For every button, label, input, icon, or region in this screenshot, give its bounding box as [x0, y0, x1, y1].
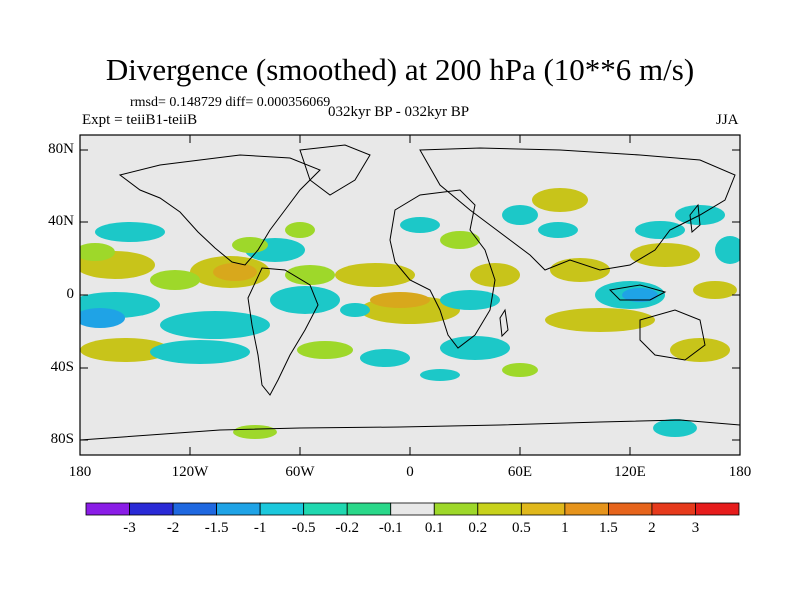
map-title: Divergence (smoothed) at 200 hPa (10**6 …: [105, 52, 695, 87]
lon-tick-label: 180: [728, 464, 752, 480]
south-america-outline: [247, 267, 319, 396]
asia-outline: [419, 147, 736, 271]
colorbar-swatch: [520, 502, 566, 516]
field-patch: [630, 243, 700, 267]
colorbar-label: -3: [123, 520, 136, 536]
field-patch: [80, 308, 125, 328]
colorbar-swatch: [390, 502, 435, 516]
field-patch: [545, 308, 655, 332]
colorbar-swatch: [303, 502, 348, 516]
field-patch: [440, 290, 500, 310]
colorbar-label: 0.1: [424, 520, 444, 536]
indonesia-outline: [608, 284, 667, 301]
lat-tick-label: 40N: [48, 213, 74, 229]
field-patch: [270, 286, 340, 314]
greenland-outline: [299, 144, 371, 196]
colorbar-label: 2: [648, 520, 656, 536]
colorbar-swatch: [346, 502, 392, 516]
field-patch: [502, 363, 538, 377]
colorbar-label: -0.2: [335, 520, 360, 536]
lat-tick-label: 80S: [50, 431, 74, 447]
lat-tick-label: 40S: [50, 359, 74, 375]
field-patch: [232, 237, 268, 253]
colorbar-swatch: [477, 502, 522, 516]
field-patch: [213, 263, 257, 281]
colorbar-label: -1: [253, 520, 267, 536]
field-patch: [150, 270, 200, 290]
field-patch: [653, 419, 697, 437]
period-label: 032kyr BP - 032kyr BP: [328, 104, 470, 120]
axis-ticks: [80, 135, 740, 455]
colorbar-swatch: [608, 502, 653, 516]
lon-tick-label: 0: [406, 464, 414, 480]
field-patch: [80, 338, 170, 362]
field-patch: [532, 188, 588, 212]
colorbar-swatch: [564, 502, 609, 516]
colorbar-label: 1: [561, 520, 569, 536]
colorbar-label: 1.5: [599, 520, 618, 536]
field-patch: [635, 221, 685, 239]
field-patch: [538, 222, 578, 238]
madagascar-outline: [499, 308, 509, 338]
field-patch: [95, 222, 165, 242]
colorbar-label: -1.5: [204, 520, 229, 536]
field-patch: [715, 236, 740, 264]
colorbar-swatch: [259, 502, 305, 516]
antarctica-outline: [80, 419, 740, 441]
colorbar-swatch: [85, 502, 130, 516]
colorbar-label: 0.2: [468, 520, 488, 536]
field-patch: [420, 369, 460, 381]
north-america-outline: [118, 154, 321, 266]
field-patch: [160, 311, 270, 339]
field-patch: [285, 265, 335, 285]
field-patch: [400, 217, 440, 233]
field-patch: [285, 222, 315, 238]
field-patch: [550, 258, 610, 282]
field-patch: [340, 303, 370, 317]
field-patch: [502, 205, 538, 225]
field-patch: [335, 263, 415, 287]
field-patch: [297, 341, 353, 359]
colorbar-swatch: [216, 502, 261, 516]
colorbar-swatch: [695, 502, 740, 516]
field-patch: [693, 281, 737, 299]
lon-tick-label: 60E: [507, 464, 533, 480]
colorbar-label: -0.5: [291, 520, 316, 536]
lon-tick-label: 180: [68, 464, 92, 480]
divergence-field: [80, 188, 740, 439]
field-patch: [470, 263, 520, 287]
field-patch: [370, 292, 430, 308]
colorbar-label: 0.5: [511, 520, 531, 536]
field-patch: [670, 338, 730, 362]
field-patch: [622, 288, 658, 302]
australia-outline: [639, 309, 706, 361]
field-patch: [360, 349, 410, 367]
colorbar-label: -0.1: [378, 520, 403, 536]
coastlines: [80, 144, 740, 441]
colorbar-swatch: [129, 502, 174, 516]
lat-tick-label: 80N: [48, 141, 74, 157]
field-patch: [440, 336, 510, 360]
season-label: JJA: [716, 112, 739, 128]
colorbar: [85, 502, 740, 516]
lat-tick-label: 0: [66, 286, 75, 302]
stats-text: rmsd= 0.148729 diff= 0.000356069: [130, 95, 331, 110]
colorbar-swatch: [172, 502, 217, 516]
field-patch: [233, 425, 277, 439]
colorbar-label: -2: [166, 520, 180, 536]
field-patch: [150, 340, 250, 364]
field-patch: [440, 231, 480, 249]
colorbar-swatch: [651, 502, 696, 516]
japan-outline: [689, 203, 701, 234]
experiment-label: Expt = teiiB1-teiiB: [82, 112, 198, 128]
field-patch: [80, 243, 115, 261]
lon-tick-label: 60W: [285, 464, 315, 480]
lon-tick-label: 120E: [614, 464, 646, 480]
europe-africa-outline: [389, 189, 496, 349]
colorbar-swatch: [433, 502, 479, 516]
colorbar-label: 3: [691, 520, 700, 536]
lon-tick-label: 120W: [171, 464, 209, 480]
